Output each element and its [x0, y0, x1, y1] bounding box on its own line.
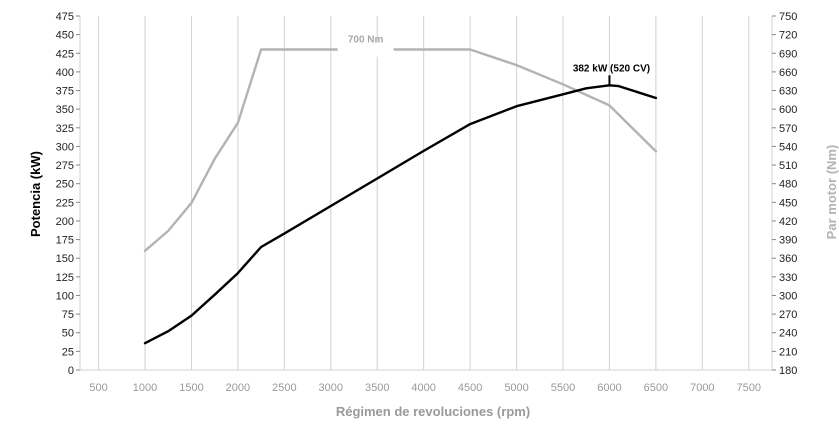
y-right-tick-label: 510	[779, 160, 797, 172]
y-right-tick-label: 480	[779, 179, 797, 191]
y-left-tick-label: 300	[56, 141, 74, 153]
y-left-tick-label: 125	[56, 272, 74, 284]
x-tick-label: 6000	[597, 382, 621, 394]
y-right-tick-label: 660	[779, 67, 797, 79]
power-peak-label: 382 kW (520 CV)	[573, 63, 650, 74]
x-tick-label: 6500	[644, 382, 668, 394]
y-left-tick-label: 275	[56, 160, 74, 172]
y-right-tick-label: 330	[779, 272, 797, 284]
y-right-tick-label: 750	[779, 11, 797, 23]
y-right-tick-label: 360	[779, 253, 797, 265]
y-left-tick-label: 200	[56, 216, 74, 228]
x-tick-label: 2000	[226, 382, 250, 394]
y-left-tick-label: 225	[56, 197, 74, 209]
y-right-tick-label: 210	[779, 346, 797, 358]
y-left-tick-label: 250	[56, 179, 74, 191]
x-tick-label: 2500	[272, 382, 296, 394]
y-left-tick-label: 50	[62, 328, 74, 340]
y-left-tick-label: 150	[56, 253, 74, 265]
x-tick-label: 5500	[551, 382, 575, 394]
y-right-tick-label: 420	[779, 216, 797, 228]
y-right-tick-label: 720	[779, 30, 797, 42]
grid	[79, 16, 773, 371]
y-right-tick-label: 600	[779, 104, 797, 116]
y-axis-title-right: Par motor (Nm)	[824, 145, 839, 240]
y-right-tick-label: 300	[779, 290, 797, 302]
power-series-line	[143, 84, 658, 345]
x-tick-label: 4500	[458, 382, 482, 394]
x-axis-title: Régimen de revoluciones (rpm)	[336, 404, 530, 419]
y-right-tick-label: 630	[779, 86, 797, 98]
y-left-tick-label: 100	[56, 290, 74, 302]
torque-peak-label: 700 Nm	[348, 35, 384, 46]
y-right-tick-label: 690	[779, 48, 797, 60]
x-tick-label: 3000	[319, 382, 343, 394]
y-right-tick-label: 540	[779, 141, 797, 153]
annotations: 700 Nm 382 kW (520 CV)	[337, 35, 650, 86]
right-axis: 180 210 240 270 300 330 360 390 420 450 480 510 540 5…	[772, 11, 797, 377]
torque-label-bg	[337, 42, 394, 57]
y-left-tick-label: 425	[56, 48, 74, 60]
x-tick-label: 7500	[737, 382, 761, 394]
y-right-tick-label: 240	[779, 328, 797, 340]
y-right-tick-label: 450	[779, 197, 797, 209]
left-axis: 0 25 50 75 100 125 150 175 200 225 250 275 300 325 350…	[56, 11, 80, 377]
y-left-tick-label: 0	[68, 365, 74, 377]
y-left-tick-label: 325	[56, 123, 74, 135]
x-tick-label: 3500	[365, 382, 389, 394]
y-left-tick-label: 400	[56, 67, 74, 79]
x-tick-label: 500	[89, 382, 107, 394]
series	[143, 48, 658, 345]
x-tick-label: 5000	[504, 382, 528, 394]
y-left-tick-label: 475	[56, 11, 74, 23]
y-left-tick-label: 375	[56, 86, 74, 98]
y-right-tick-label: 570	[779, 123, 797, 135]
torque-series-line	[143, 48, 658, 253]
x-tick-label: 1500	[179, 382, 203, 394]
y-left-tick-label: 450	[56, 30, 74, 42]
y-right-tick-label: 390	[779, 235, 797, 247]
x-tick-label: 4000	[411, 382, 435, 394]
y-left-tick-label: 350	[56, 104, 74, 116]
y-axis-title-left: Potencia (kW)	[28, 151, 43, 237]
y-left-tick-label: 175	[56, 235, 74, 247]
x-axis: 500 1000 1500 2000 2500 3000 3500 4000 4500 5000 5…	[89, 382, 761, 394]
x-tick-label: 1000	[133, 382, 157, 394]
y-left-tick-label: 75	[62, 309, 74, 321]
y-left-tick-label: 25	[62, 346, 74, 358]
y-right-tick-label: 270	[779, 309, 797, 321]
y-right-tick-label: 180	[779, 365, 797, 377]
x-tick-label: 7000	[690, 382, 714, 394]
